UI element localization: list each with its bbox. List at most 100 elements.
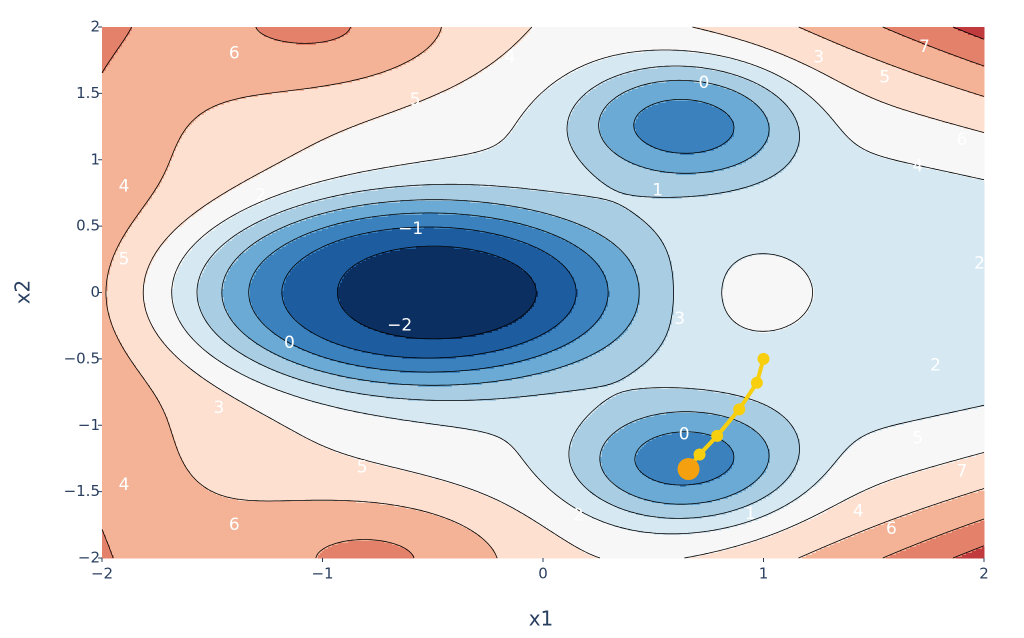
contour-fill — [368, 121, 519, 124]
contour-fill — [768, 179, 983, 182]
contour-fill — [642, 447, 731, 450]
contour-fill — [204, 315, 231, 318]
contour-fill — [982, 179, 985, 182]
contour-fill — [114, 557, 319, 559]
contour-fill — [602, 465, 637, 468]
contour-fill — [198, 289, 223, 292]
contour-fill — [380, 503, 505, 506]
contour-fill — [574, 71, 635, 74]
contour-fill — [102, 485, 203, 488]
contour-fill — [188, 219, 229, 222]
contour-fill — [764, 439, 801, 442]
contour-fill — [536, 299, 577, 302]
contour-fill — [386, 397, 521, 400]
contour-fill — [786, 79, 835, 82]
contour-fill — [382, 253, 489, 256]
contour-fill — [590, 91, 629, 94]
contour-fill — [220, 249, 249, 252]
contour-fill — [600, 457, 637, 460]
contour-fill — [638, 369, 985, 372]
contour-fill — [154, 393, 229, 396]
contour-line — [142, 26, 985, 559]
contour-fill — [156, 189, 233, 192]
contour-fill — [526, 243, 573, 246]
contour-fill — [182, 325, 211, 328]
contour-fill — [904, 423, 985, 426]
contour-fill — [338, 287, 537, 290]
contour-fill — [200, 345, 231, 348]
contour-fill — [726, 311, 809, 314]
contour-fill — [154, 391, 225, 394]
contour-fill — [914, 73, 985, 76]
contour-fill — [204, 317, 231, 320]
contour-fill — [456, 357, 537, 360]
contour-fill — [584, 513, 637, 516]
contour-fill — [174, 439, 311, 442]
contour-fill — [568, 241, 611, 244]
contour-fill — [160, 249, 193, 252]
contour-fill — [496, 499, 563, 502]
contour-fill — [860, 147, 985, 150]
contour-fill — [126, 37, 271, 40]
contour-fill — [840, 541, 927, 544]
contour-fill — [194, 371, 237, 374]
contour-fill — [102, 109, 211, 112]
contour-fill — [320, 553, 413, 556]
contour-fill — [800, 129, 843, 132]
contour-fill — [970, 493, 985, 496]
contour-fill — [526, 463, 571, 466]
contour-fill — [798, 435, 867, 438]
contour-fill — [610, 291, 641, 294]
contour-fill — [566, 219, 643, 222]
contour-fill — [622, 335, 669, 338]
contour-fill — [102, 551, 113, 554]
contour-fill — [168, 167, 273, 170]
contour-fill — [766, 143, 801, 146]
contour-fill — [768, 121, 799, 124]
contour-fill — [366, 367, 495, 370]
contour-fill — [530, 309, 573, 312]
contour-fill — [638, 497, 729, 500]
contour-fill — [524, 461, 571, 464]
contour-fill — [186, 329, 213, 332]
contour-fill — [146, 281, 175, 284]
contour-fill — [614, 383, 985, 386]
contour-fill — [324, 357, 403, 360]
contour-fill — [744, 327, 787, 330]
contour-fill — [878, 525, 969, 528]
contour-fill — [276, 421, 413, 424]
contour-fill — [102, 461, 185, 464]
contour-fill — [556, 259, 595, 262]
contour-fill — [110, 269, 149, 272]
contour-fill — [868, 529, 957, 532]
contour-fill — [128, 229, 177, 232]
contour-fill — [968, 457, 985, 460]
contour-fill — [838, 81, 939, 84]
contour-fill — [208, 381, 257, 384]
contour-fill — [102, 235, 127, 238]
contour-fill — [110, 63, 407, 66]
contour-label: 0 — [284, 333, 295, 353]
contour-fill — [536, 99, 581, 102]
contour-fill — [114, 329, 155, 332]
y-tick-label: −1 — [78, 416, 100, 434]
contour-fill — [532, 519, 599, 522]
contour-fill — [102, 141, 181, 144]
contour-fill — [294, 223, 343, 226]
contour-fill — [628, 329, 671, 332]
contour-fill — [390, 113, 525, 116]
contour-fill — [158, 397, 235, 400]
contour-fill — [200, 239, 233, 242]
contour-fill — [788, 421, 913, 424]
contour-fill — [724, 287, 815, 290]
contour-fill — [718, 85, 761, 88]
contour-fill — [256, 381, 307, 384]
contour-fill — [584, 251, 623, 254]
contour-fill — [228, 311, 255, 314]
contour-fill — [634, 71, 723, 74]
contour-fill — [782, 531, 865, 534]
contour-fill — [880, 101, 985, 104]
contour-fill — [208, 489, 473, 492]
contour-fill — [720, 415, 783, 418]
contour-fill — [600, 459, 637, 462]
